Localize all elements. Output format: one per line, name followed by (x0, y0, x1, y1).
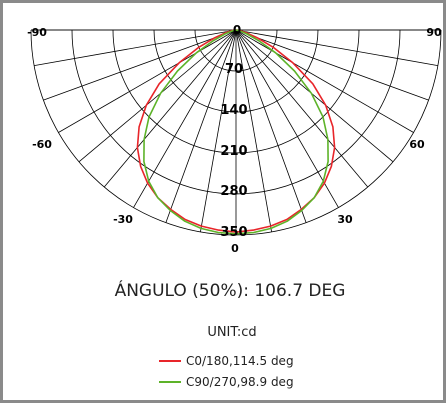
radial-tick-70: 70 (225, 62, 243, 77)
grid-spoke (43, 29, 237, 101)
grid-spoke (235, 29, 272, 232)
grid-spoke (235, 29, 307, 223)
grid-spoke (58, 29, 237, 133)
angle-label-right: 90 (426, 26, 442, 39)
grid-spoke (165, 29, 237, 223)
intensity-curves (136, 29, 336, 235)
grid-spoke (200, 29, 237, 232)
grid-spoke (235, 29, 429, 101)
angle-label-minus-30: -30 (113, 213, 133, 226)
radial-tick-140: 140 (220, 103, 247, 118)
grid-spoke (78, 29, 237, 163)
angle-label-top: 0 (233, 23, 241, 37)
beam-angle-label: ÁNGULO (50%): 106.7 DEG (115, 279, 346, 301)
grid-spoke (235, 29, 394, 163)
grid-spoke (34, 29, 237, 66)
radial-tick-350: 350 (220, 225, 247, 240)
legend-label-c90: C90/270,98.9 deg (186, 375, 294, 389)
grid-spoke (235, 29, 414, 133)
series-curve-c90 (143, 29, 329, 235)
grid-spoke (103, 29, 237, 188)
angle-label-bottom: 0 (231, 242, 239, 255)
angle-label-minus-60: -60 (32, 138, 52, 151)
angle-label-left: -90 (27, 26, 47, 39)
grid-spoke (133, 29, 237, 208)
angle-label-30: 30 (337, 213, 353, 226)
legend-label-c0: C0/180,114.5 deg (186, 354, 294, 368)
unit-label: UNIT:cd (207, 325, 256, 340)
grid-spoke (235, 29, 369, 188)
radial-tick-280: 280 (220, 184, 247, 199)
grid-spoke (235, 29, 339, 208)
radial-tick-210: 210 (220, 144, 247, 159)
series-curve-c0 (136, 29, 336, 233)
angle-label-60: 60 (409, 138, 425, 151)
grid-spoke (235, 29, 438, 66)
